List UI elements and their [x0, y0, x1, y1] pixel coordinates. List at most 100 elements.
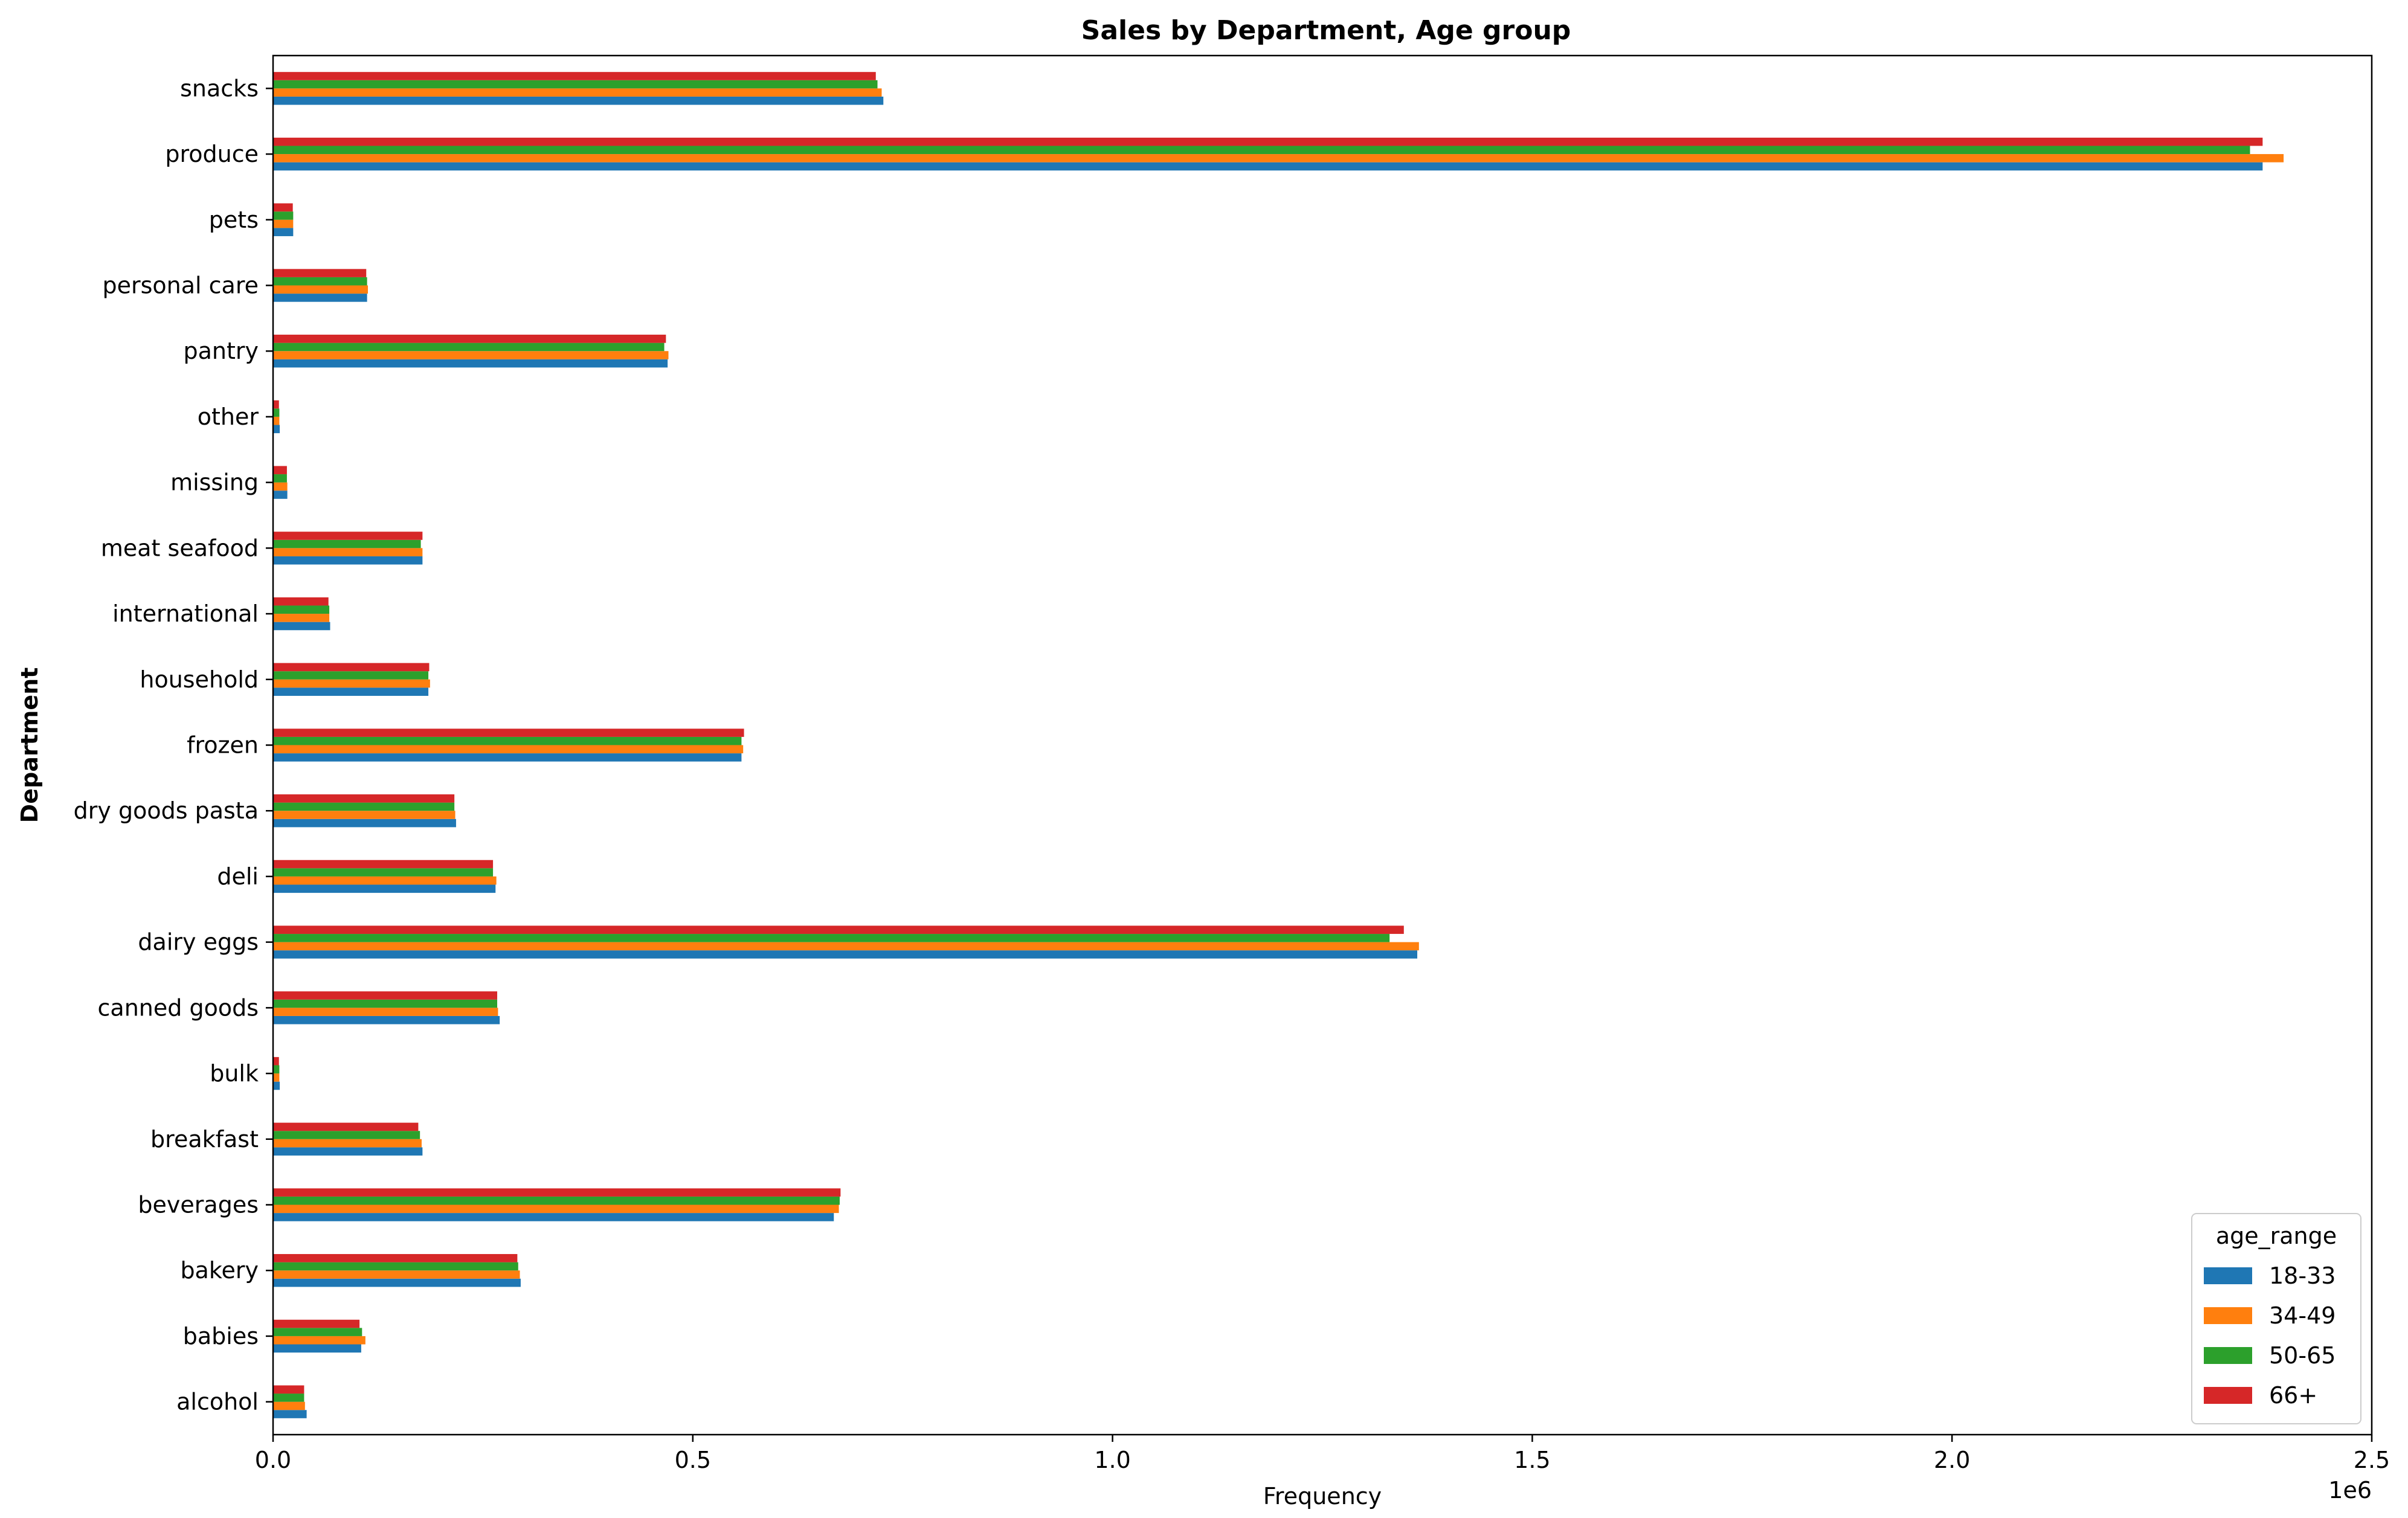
bar-canned-goods-18-33: [273, 1015, 500, 1024]
y-tick-label: dry goods pasta: [74, 797, 259, 824]
bar-other-66+: [273, 400, 279, 409]
bar-bulk-18-33: [273, 1081, 280, 1090]
y-tick-label: frozen: [187, 732, 259, 759]
bar-beverages-66+: [273, 1188, 841, 1197]
bar-babies-18-33: [273, 1344, 361, 1353]
y-tick-label: household: [140, 666, 259, 693]
bar-personal-care-18-33: [273, 294, 367, 302]
y-axis-ticks: alcohol babies bakery beverages breakfast bul…: [74, 75, 273, 1415]
legend-label: 18-33: [2269, 1262, 2336, 1289]
bar-household-34-49: [273, 679, 430, 688]
bar-snacks-34-49: [273, 88, 882, 97]
bar-personal-care-50-65: [273, 277, 367, 286]
bar-dairy-eggs-50-65: [273, 934, 1390, 942]
y-tick-label: bakery: [180, 1257, 259, 1284]
bar-meat-seafood-66+: [273, 532, 423, 540]
x-tick-label: 1.5: [1514, 1447, 1550, 1473]
bar-meat-seafood-50-65: [273, 539, 421, 548]
y-tick-label: produce: [165, 141, 259, 167]
bar-other-50-65: [273, 408, 280, 417]
bar-breakfast-34-49: [273, 1139, 422, 1148]
bar-other-34-49: [273, 416, 280, 425]
bar-produce-50-65: [273, 146, 2250, 155]
y-tick-label: pantry: [183, 338, 259, 364]
bar-snacks-50-65: [273, 80, 878, 89]
y-tick-label: beverages: [138, 1192, 259, 1218]
bar-dairy-eggs-18-33: [273, 950, 1418, 959]
bar-pantry-18-33: [273, 359, 668, 368]
bar-produce-18-33: [273, 162, 2263, 171]
bar-international-66+: [273, 597, 329, 606]
y-tick-label: babies: [183, 1323, 259, 1349]
bar-pantry-66+: [273, 335, 666, 343]
y-tick-label: bulk: [210, 1060, 259, 1087]
bar-bulk-66+: [273, 1056, 279, 1066]
legend-box: [2191, 1213, 2361, 1424]
bar-pantry-50-65: [273, 343, 665, 352]
bar-pets-66+: [273, 203, 293, 212]
bar-beverages-34-49: [273, 1204, 839, 1214]
bar-babies-34-49: [273, 1336, 365, 1345]
bar-deli-34-49: [273, 876, 497, 885]
bar-missing-66+: [273, 466, 287, 475]
legend-title: age_range: [2216, 1223, 2337, 1249]
bar-beverages-50-65: [273, 1196, 840, 1205]
bar-alcohol-66+: [273, 1385, 304, 1394]
bar-pantry-34-49: [273, 351, 669, 359]
bar-frozen-18-33: [273, 753, 742, 762]
legend-label: 50-65: [2269, 1342, 2336, 1369]
bar-pets-18-33: [273, 228, 294, 236]
y-tick-label: personal care: [102, 272, 259, 299]
y-tick-label: pets: [209, 207, 259, 233]
bar-pets-34-49: [273, 219, 294, 228]
bar-babies-50-65: [273, 1328, 362, 1336]
legend-swatch-34-49: [2204, 1307, 2252, 1324]
bar-bakery-50-65: [273, 1262, 518, 1271]
bar-frozen-66+: [273, 728, 744, 737]
bar-alcohol-18-33: [273, 1410, 307, 1418]
y-tick-label: missing: [170, 469, 259, 496]
bar-dry-goods-pasta-34-49: [273, 811, 456, 819]
bar-international-34-49: [273, 614, 330, 622]
bar-missing-18-33: [273, 490, 288, 499]
x-axis-label: Frequency: [1263, 1483, 1382, 1510]
chart-title: Sales by Department, Age group: [1081, 15, 1571, 46]
y-tick-label: breakfast: [150, 1126, 259, 1153]
bar-international-18-33: [273, 622, 330, 631]
bar-canned-goods-34-49: [273, 1008, 498, 1016]
bar-bakery-34-49: [273, 1270, 520, 1279]
bar-dry-goods-pasta-18-33: [273, 818, 456, 828]
bar-snacks-66+: [273, 72, 876, 80]
bar-international-50-65: [273, 605, 330, 614]
bar-household-50-65: [273, 671, 429, 680]
bar-snacks-18-33: [273, 96, 884, 105]
legend-label: 34-49: [2269, 1302, 2336, 1329]
y-axis-label: Department: [16, 667, 43, 823]
bar-household-18-33: [273, 687, 429, 696]
legend-items: 18-33 34-49 50-65 66+: [2204, 1262, 2336, 1409]
y-tick-label: snacks: [180, 75, 259, 101]
bar-deli-50-65: [273, 868, 494, 876]
x-tick-label: 2.0: [1934, 1447, 1970, 1473]
y-tick-label: international: [112, 600, 259, 627]
bar-dairy-eggs-66+: [273, 925, 1404, 934]
y-tick-label: other: [198, 404, 259, 430]
bar-dairy-eggs-34-49: [273, 942, 1419, 951]
bar-pets-50-65: [273, 211, 294, 220]
bar-breakfast-50-65: [273, 1131, 420, 1139]
bar-alcohol-50-65: [273, 1394, 304, 1402]
bar-frozen-34-49: [273, 745, 744, 754]
bar-missing-34-49: [273, 482, 288, 491]
bar-breakfast-66+: [273, 1122, 419, 1131]
bar-bulk-50-65: [273, 1065, 280, 1074]
bar-produce-66+: [273, 137, 2263, 146]
x-tick-label: 1.0: [1094, 1447, 1130, 1473]
legend-swatch-18-33: [2204, 1267, 2252, 1284]
bar-breakfast-18-33: [273, 1147, 423, 1156]
bar-canned-goods-66+: [273, 991, 498, 1000]
y-tick-label: dairy eggs: [138, 929, 259, 956]
bar-frozen-50-65: [273, 736, 742, 745]
legend-label: 66+: [2269, 1382, 2317, 1409]
bar-babies-66+: [273, 1319, 360, 1328]
x-tick-label: 2.5: [2354, 1447, 2390, 1473]
